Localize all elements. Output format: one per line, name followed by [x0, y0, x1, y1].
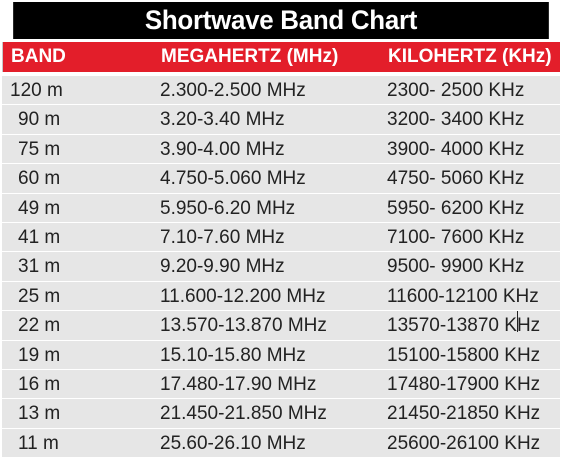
khz-cell: 15100-15800 KHz: [387, 344, 541, 366]
mhz-cell: 11.600-12.200 MHz: [160, 285, 326, 307]
khz-cell: 7100- 7600 KHz: [387, 226, 525, 248]
table-row: 60 m 4.750-5.060 MHz 4750- 5060 KHz: [2, 164, 560, 194]
table-row: 49 m 5.950-6.20 MHz 5950- 6200 KHz: [2, 193, 560, 223]
table-row: 22 m 13.570-13.870 MHz 13570-13870 KHz: [2, 311, 560, 341]
header-kilohertz: KILOHERTZ (KHz): [388, 46, 552, 67]
band-cell: 19 m: [18, 344, 61, 366]
mhz-cell: 4.750-5.060 MHz: [160, 168, 306, 190]
mhz-cell: 15.10-15.80 MHz: [160, 344, 306, 366]
khz-cell: 4750- 5060 KHz: [387, 168, 525, 190]
khz-cell: 3900- 4000 KHz: [387, 138, 525, 160]
mhz-cell: 2.300-2.500 MHz: [160, 80, 306, 101]
mhz-cell: 3.20-3.40 MHz: [160, 109, 285, 131]
text-cursor: [517, 311, 518, 333]
band-cell: 90 m: [18, 109, 61, 131]
band-cell: 22 m: [18, 315, 61, 337]
chart-title: Shortwave Band Chart: [13, 2, 549, 39]
band-cell: 41 m: [18, 226, 61, 248]
khz-cell: 21450-21850 KHz: [387, 403, 541, 425]
table-row: 11 m 25.60-26.10 MHz 25600-26100 KHz: [2, 428, 560, 458]
khz-cell: 3200- 3400 KHz: [387, 109, 525, 131]
khz-cell: 17480-17900 KHz: [387, 373, 541, 395]
khz-cell: 11600-12100 KHz: [387, 285, 539, 307]
khz-cell: 25600-26100 KHz: [387, 432, 541, 454]
mhz-cell: 13.570-13.870 MHz: [160, 315, 327, 337]
band-cell: 31 m: [18, 256, 61, 278]
table-row: 90 m 3.20-3.40 MHz 3200- 3400 KHz: [2, 105, 560, 135]
band-cell: 11 m: [18, 432, 59, 454]
table-row: 41 m 7.10-7.60 MHz 7100- 7600 KHz: [2, 222, 560, 253]
table-row: 31 m 9.20-9.90 MHz 9500- 9900 KHz: [2, 252, 560, 282]
band-cell: 120 m: [10, 80, 63, 101]
mhz-cell: 9.20-9.90 MHz: [160, 256, 285, 278]
mhz-cell: 5.950-6.20 MHz: [160, 197, 296, 219]
khz-cell: 5950- 6200 KHz: [387, 197, 525, 219]
table-header: BAND MEGAHERTZ (MHz) KILOHERTZ (KHz): [2, 42, 560, 72]
table-row: 19 m 15.10-15.80 MHz 15100-15800 KHz: [2, 340, 560, 370]
table-row: 13 m 21.450-21.850 MHz 21450-21850 KHz: [2, 399, 560, 429]
table-row: 120 m 2.300-2.500 MHz 2300- 2500 KHz: [2, 76, 560, 106]
khz-cell: 13570-13870 KHz: [387, 315, 541, 337]
band-cell: 49 m: [18, 197, 61, 219]
band-cell: 13 m: [18, 403, 61, 425]
band-cell: 25 m: [18, 285, 61, 307]
band-cell: 16 m: [18, 373, 61, 395]
mhz-cell: 3.90-4.00 MHz: [160, 138, 285, 160]
band-cell: 75 m: [18, 138, 61, 160]
header-megahertz: MEGAHERTZ (MHz): [161, 46, 339, 67]
mhz-cell: 17.480-17.90 MHz: [160, 373, 317, 395]
khz-cell: 2300- 2500 KHz: [387, 80, 525, 101]
table-row: 25 m 11.600-12.200 MHz 11600-12100 KHz: [2, 281, 560, 312]
header-band: BAND: [11, 46, 66, 67]
mhz-cell: 7.10-7.60 MHz: [160, 226, 285, 248]
table-row: 75 m 3.90-4.00 MHz 3900- 4000 KHz: [2, 134, 560, 165]
mhz-cell: 25.60-26.10 MHz: [160, 432, 306, 454]
khz-cell: 9500- 9900 KHz: [387, 256, 525, 278]
table-row: 16 m 17.480-17.90 MHz 17480-17900 KHz: [2, 369, 560, 400]
band-cell: 60 m: [18, 168, 61, 190]
table-body: 120 m 2.300-2.500 MHz 2300- 2500 KHz 90 …: [2, 76, 560, 458]
mhz-cell: 21.450-21.850 MHz: [160, 403, 327, 425]
